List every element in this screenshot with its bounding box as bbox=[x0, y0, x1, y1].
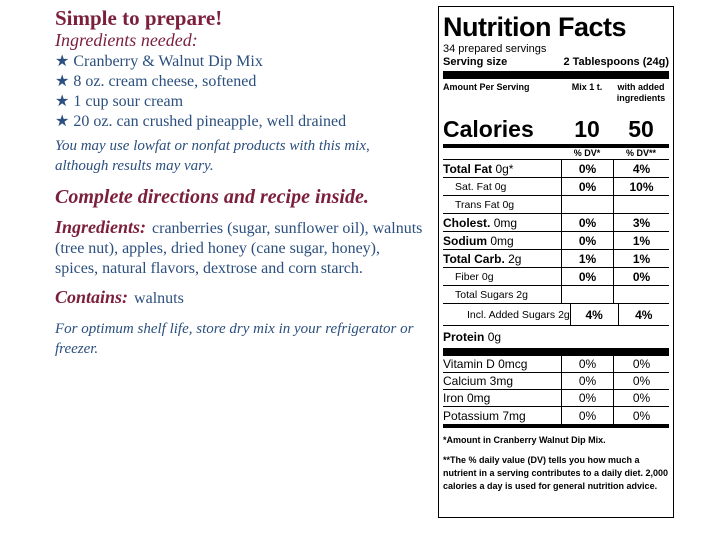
dv-mix-header: % DV* bbox=[573, 148, 601, 158]
divider bbox=[443, 71, 669, 79]
vitamin-row-calcium: Calcium 3mg 0% 0% bbox=[443, 373, 669, 390]
nutrient-row-sodium: Sodium 0mg 0% 1% bbox=[443, 232, 669, 250]
calories-label: Calories bbox=[443, 116, 534, 142]
calories-added-value: 50 bbox=[628, 116, 654, 142]
nutrition-title: Nutrition Facts bbox=[443, 12, 627, 42]
mix-column-header: Mix 1 t. bbox=[571, 82, 603, 92]
star-icon: ★ bbox=[55, 73, 70, 90]
ingredients-text: cranberries (sugar, sunflower oil), waln… bbox=[55, 220, 423, 277]
star-icon: ★ bbox=[55, 53, 70, 70]
calories-mix-value: 10 bbox=[574, 116, 600, 142]
star-icon: ★ bbox=[55, 93, 70, 110]
list-item: ★ 8 oz. cream cheese, softened bbox=[55, 73, 257, 90]
nutrient-row-trans-fat: Trans Fat 0g bbox=[443, 196, 669, 214]
dv-header-row: % DV* % DV** bbox=[443, 148, 669, 160]
serving-size-value: 2 Tablespoons (24g) bbox=[563, 56, 669, 68]
list-item: ★ 20 oz. can crushed pineapple, well drai… bbox=[55, 113, 347, 130]
prep-heading: Simple to prepare! bbox=[55, 6, 223, 30]
serving-size-label: Serving size bbox=[443, 56, 508, 68]
calories-row: Calories 10 50 bbox=[443, 112, 669, 142]
nutrient-row-cholesterol: Cholest. 0mg 0% 3% bbox=[443, 214, 669, 232]
list-item: ★ Cranberry & Walnut Dip Mix bbox=[55, 53, 263, 70]
nutrition-facts-panel: Nutrition Facts 34 prepared servings Ser… bbox=[438, 6, 674, 518]
nutrient-row-total-carb: Total Carb. 2g 1% 1% bbox=[443, 250, 669, 268]
lowfat-note: You may use lowfat or nonfat products wi… bbox=[55, 138, 370, 174]
amount-header-row: Amount Per Serving Mix 1 t. with added i… bbox=[443, 82, 669, 112]
vitamin-row-iron: Iron 0mg 0% 0% bbox=[443, 390, 669, 407]
nutrient-row-fiber: Fiber 0g 0% 0% bbox=[443, 268, 669, 286]
nutrient-row-total-sugars: Total Sugars 2g bbox=[443, 286, 669, 304]
directions-heading: Complete directions and recipe inside. bbox=[55, 186, 369, 208]
footnote-mix: *Amount in Cranberry Walnut Dip Mix. bbox=[443, 435, 606, 445]
ingredients-label: Ingredients: bbox=[55, 217, 147, 237]
divider bbox=[443, 424, 669, 428]
prep-column: Simple to prepare! Ingredients needed: ★… bbox=[55, 6, 425, 359]
serving-size-row: Serving size 2 Tablespoons (24g) bbox=[443, 55, 669, 69]
nutrient-row-added-sugars: Incl. Added Sugars 2g 4% 4% bbox=[443, 304, 669, 326]
divider bbox=[443, 348, 669, 356]
vitamin-row-vitamin-d: Vitamin D 0mcg 0% 0% bbox=[443, 356, 669, 373]
ingredients-paragraph: Ingredients: cranberries (sugar, sunflowe… bbox=[55, 217, 425, 279]
contains-label: Contains: bbox=[55, 287, 129, 307]
footnote-daily-value: **The % daily value (DV) tells you how m… bbox=[443, 455, 669, 491]
vitamin-row-potassium: Potassium 7mg 0% 0% bbox=[443, 407, 669, 424]
ingredients-needed-heading: Ingredients needed: bbox=[55, 30, 198, 50]
nutrient-row-protein: Protein 0g bbox=[443, 330, 502, 344]
nutrient-row-sat-fat: Sat. Fat 0g 0% 10% bbox=[443, 178, 669, 196]
amount-per-serving-label: Amount Per Serving bbox=[443, 82, 530, 92]
contains-text: walnuts bbox=[134, 290, 184, 307]
divider bbox=[443, 144, 669, 148]
dv-added-header: % DV** bbox=[625, 148, 656, 158]
nutrient-row-total-fat: Total Fat 0g* 0% 4% bbox=[443, 160, 669, 178]
needed-items-list: ★ Cranberry & Walnut Dip Mix ★ 8 oz. cream… bbox=[55, 52, 425, 132]
contains-paragraph: Contains: walnuts bbox=[55, 287, 425, 309]
storage-note: For optimum shelf life, store dry mix in… bbox=[55, 321, 414, 357]
servings-count: 34 prepared servings bbox=[443, 43, 547, 55]
list-item: ★ 1 cup sour cream bbox=[55, 93, 184, 110]
star-icon: ★ bbox=[55, 113, 70, 130]
added-column-header: with added ingredients bbox=[616, 82, 666, 103]
